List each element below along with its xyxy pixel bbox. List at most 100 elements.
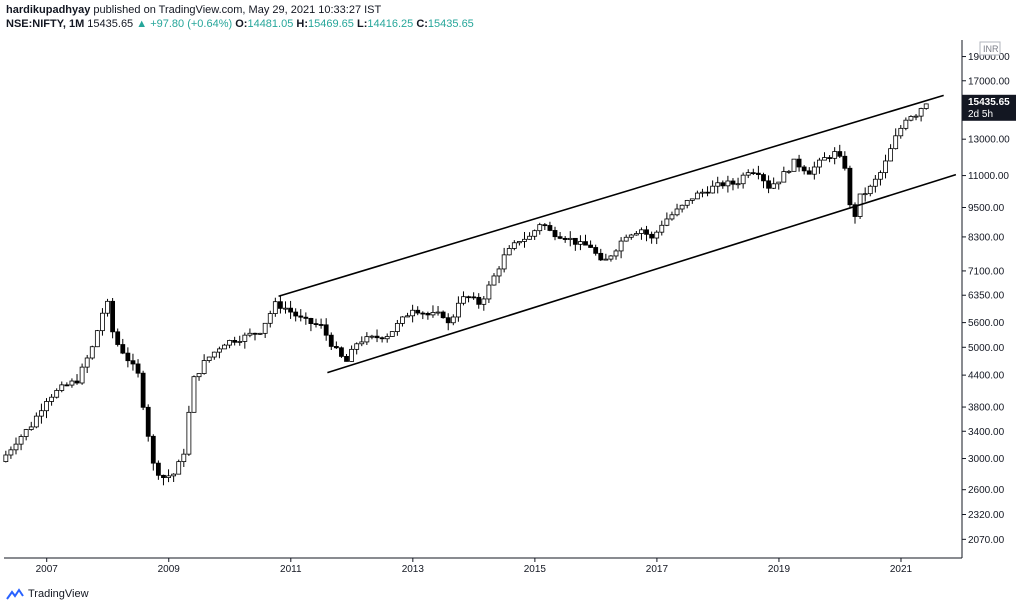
candle-body xyxy=(725,180,731,187)
candle-body xyxy=(501,254,507,270)
candle-body xyxy=(740,174,746,185)
currency-badge[interactable] xyxy=(979,41,1001,56)
author-name[interactable]: hardikupadhyay xyxy=(6,4,91,16)
candle-body xyxy=(440,311,446,319)
candle-body xyxy=(832,151,838,159)
candle-body xyxy=(801,166,807,172)
candle-body xyxy=(354,343,360,350)
candle-body xyxy=(659,224,665,233)
y-tick-label: 11000.00 xyxy=(968,171,1009,182)
candle-body xyxy=(298,315,304,318)
candle-body xyxy=(328,334,334,347)
candle-body xyxy=(694,192,700,200)
candle-body xyxy=(913,115,919,118)
candle-body xyxy=(588,244,593,248)
close-value: 15435.65 xyxy=(427,18,474,30)
publish-text: published on TradingView.com, May 29, 20… xyxy=(93,4,382,16)
candle-body xyxy=(888,148,894,162)
candle-body xyxy=(28,426,34,430)
channel-trendline[interactable] xyxy=(278,94,944,298)
candle-body xyxy=(283,307,288,310)
candle-body xyxy=(532,230,538,237)
candle-body xyxy=(786,170,792,173)
candle-body xyxy=(379,337,385,340)
candle-body xyxy=(242,334,248,342)
candle-body xyxy=(511,242,517,249)
candle-body xyxy=(852,204,858,217)
candle-body xyxy=(140,372,146,408)
candle-body xyxy=(222,344,227,350)
candle-body xyxy=(796,158,802,168)
candle-body xyxy=(598,252,604,261)
candle-body xyxy=(39,410,44,417)
candle-body xyxy=(216,348,222,353)
candle-body xyxy=(735,183,741,186)
candle-body xyxy=(623,236,629,242)
price-change: +97.80 (+0.64%) xyxy=(150,18,233,30)
candle-body xyxy=(537,224,543,232)
candle-body xyxy=(293,311,299,317)
candle-body xyxy=(755,172,761,175)
candle-body xyxy=(715,182,721,187)
footer-brand[interactable]: TradingView xyxy=(28,588,89,600)
candle-body xyxy=(69,380,75,386)
candle-body xyxy=(237,341,243,343)
candle-body xyxy=(806,170,812,175)
candle-body xyxy=(44,401,49,412)
candle-body xyxy=(420,312,426,315)
candle-body xyxy=(644,229,649,235)
candle-body xyxy=(171,473,177,477)
candle-body xyxy=(664,218,670,226)
channel-trendline[interactable] xyxy=(327,173,957,374)
low-value: 14416.25 xyxy=(367,18,414,30)
candle-body xyxy=(232,340,238,343)
time-axis[interactable]: 2007 2009 2011 2013 2015 2017 2019 2021 xyxy=(36,558,913,575)
last-price: 15435.65 xyxy=(87,18,134,30)
candle-body xyxy=(766,180,771,189)
candle-body xyxy=(323,324,329,336)
candle-body xyxy=(308,317,314,324)
candle-body xyxy=(822,157,827,161)
candle-body xyxy=(547,225,553,231)
candle-body xyxy=(618,240,624,252)
candle-body xyxy=(135,363,141,374)
x-tick-label: 2021 xyxy=(890,564,913,575)
x-tick-label: 2007 xyxy=(36,564,59,575)
change-arrow-icon: ▲ xyxy=(136,18,148,30)
candle-body xyxy=(3,454,9,462)
candle-body xyxy=(527,235,532,240)
candle-body xyxy=(669,214,675,220)
candle-body xyxy=(369,335,375,338)
x-tick-label: 2015 xyxy=(524,564,547,575)
candle-body xyxy=(674,208,680,216)
y-tick-label: 5600.00 xyxy=(968,318,1005,329)
candle-body xyxy=(79,366,85,384)
candle-body xyxy=(639,229,644,234)
candle-body xyxy=(583,241,588,246)
channel-lines xyxy=(278,94,957,374)
candle-body xyxy=(186,411,192,455)
candle-body xyxy=(161,474,166,479)
candle-body xyxy=(18,436,24,445)
candle-body xyxy=(196,373,202,378)
candle-body xyxy=(654,231,660,239)
candle-body xyxy=(94,330,100,348)
footer: TradingView xyxy=(6,588,89,600)
candle-body xyxy=(333,346,339,349)
price-axis[interactable]: 19000.00 17000.00 13000.00 11000.00 9500.00 8… xyxy=(962,52,1010,546)
high-label: H: xyxy=(296,18,309,30)
candle-body xyxy=(466,296,471,299)
candle-body xyxy=(745,172,751,176)
candle-body xyxy=(247,332,253,336)
candle-body xyxy=(837,151,843,157)
x-tick-label: 2011 xyxy=(280,564,302,575)
candle-body xyxy=(862,193,868,196)
candle-body xyxy=(339,347,344,357)
candle-body xyxy=(211,351,217,358)
candle-body xyxy=(400,316,405,324)
candle-body xyxy=(705,191,710,194)
x-tick-label: 2017 xyxy=(646,564,669,575)
candle-body xyxy=(893,135,899,150)
candle-body xyxy=(476,296,482,305)
